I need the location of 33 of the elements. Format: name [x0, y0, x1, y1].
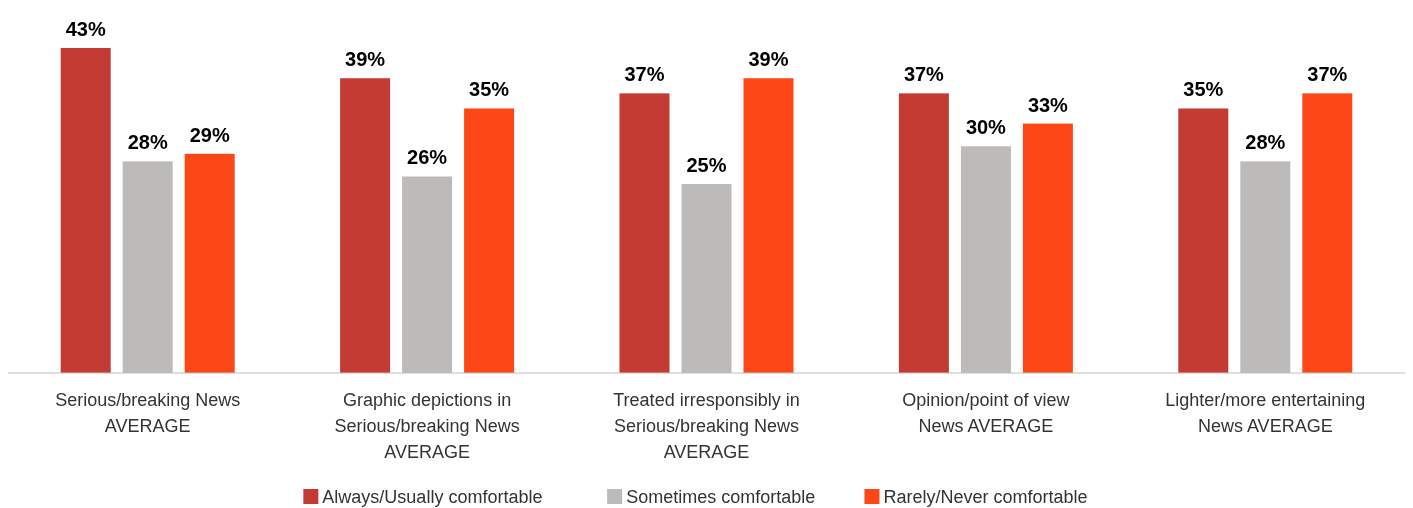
data-label: 37% — [903, 63, 945, 86]
bar — [1178, 108, 1229, 373]
bar — [619, 93, 670, 373]
data-label: 35% — [469, 78, 510, 101]
data-label: 28% — [1245, 131, 1286, 154]
legend-label: Rarely/Never comfortable — [883, 487, 1088, 507]
bar — [743, 78, 794, 373]
data-label: 37% — [624, 63, 665, 86]
bar — [1302, 93, 1353, 373]
data-label: 29% — [189, 123, 230, 146]
data-label: 26% — [407, 146, 448, 169]
data-label: 37% — [1307, 63, 1348, 86]
bar — [340, 78, 391, 373]
x-tick-label: Graphic depictions in Serious/breaking News AVERAGE — [334, 390, 520, 462]
data-label: 35% — [1183, 78, 1224, 101]
data-label: 33% — [1027, 93, 1069, 116]
bar — [464, 108, 515, 373]
data-label: 43% — [65, 18, 106, 40]
x-tick-label: Treated irresponsibly in Serious/breaking News AVERAGE — [613, 390, 800, 462]
x-tick-label: Serious/breaking News AVERAGE — [55, 390, 241, 436]
data-label: 28% — [127, 131, 168, 154]
bar — [898, 93, 949, 373]
bar — [60, 48, 111, 373]
bar — [184, 153, 235, 373]
x-tick-label: Opinion/point of view News AVERAGE — [902, 390, 1071, 436]
data-label: 25% — [686, 154, 727, 177]
bar — [1022, 123, 1073, 373]
legend-label: Sometimes comfortable — [626, 487, 816, 507]
data-label: 30% — [965, 116, 1007, 139]
data-label: 39% — [748, 48, 789, 71]
legend-label: Always/Usually comfortable — [322, 487, 543, 507]
data-label: 39% — [345, 48, 386, 71]
x-tick-label: Lighter/more entertaining News AVERAGE — [1165, 390, 1366, 436]
